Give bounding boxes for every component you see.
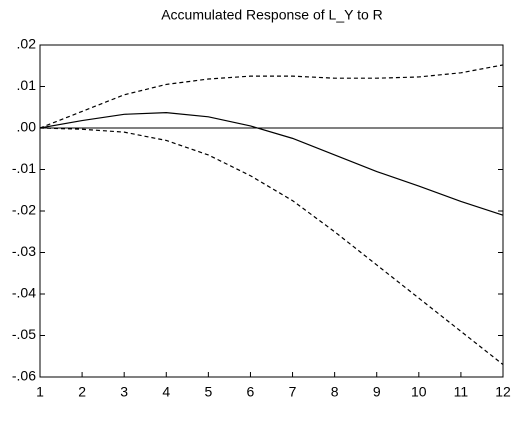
x-tick-label: 7 xyxy=(289,384,297,400)
x-tick-label: 5 xyxy=(204,384,212,400)
plot-frame xyxy=(39,44,504,378)
x-tick-label: 11 xyxy=(454,384,469,400)
x-tick-label: 3 xyxy=(120,384,128,400)
y-tick-label: -.06 xyxy=(12,368,36,384)
x-tick-label: 2 xyxy=(78,384,86,400)
y-tick-label: -.04 xyxy=(12,285,36,301)
y-tick-label: -.05 xyxy=(12,326,36,342)
y-tick-label: .00 xyxy=(17,119,37,135)
series-line xyxy=(39,127,504,366)
x-tick-label: 6 xyxy=(247,384,255,400)
y-tick-label: -.03 xyxy=(12,243,36,259)
series-line xyxy=(39,64,504,129)
x-tick-label: 1 xyxy=(36,384,44,400)
x-tick-label: 10 xyxy=(411,384,427,400)
y-tick-label: .02 xyxy=(17,36,37,52)
y-tick-label: -.02 xyxy=(12,202,36,218)
series-line xyxy=(39,112,504,216)
x-tick-label: 8 xyxy=(331,384,339,400)
x-tick-label: 4 xyxy=(162,384,170,400)
chart-title: Accumulated Response of L_Y to R xyxy=(161,7,383,23)
y-tick-label: -.01 xyxy=(12,160,36,176)
y-tick-label: .01 xyxy=(17,77,37,93)
x-tick-label: 9 xyxy=(373,384,381,400)
x-tick-label: 12 xyxy=(495,384,511,400)
